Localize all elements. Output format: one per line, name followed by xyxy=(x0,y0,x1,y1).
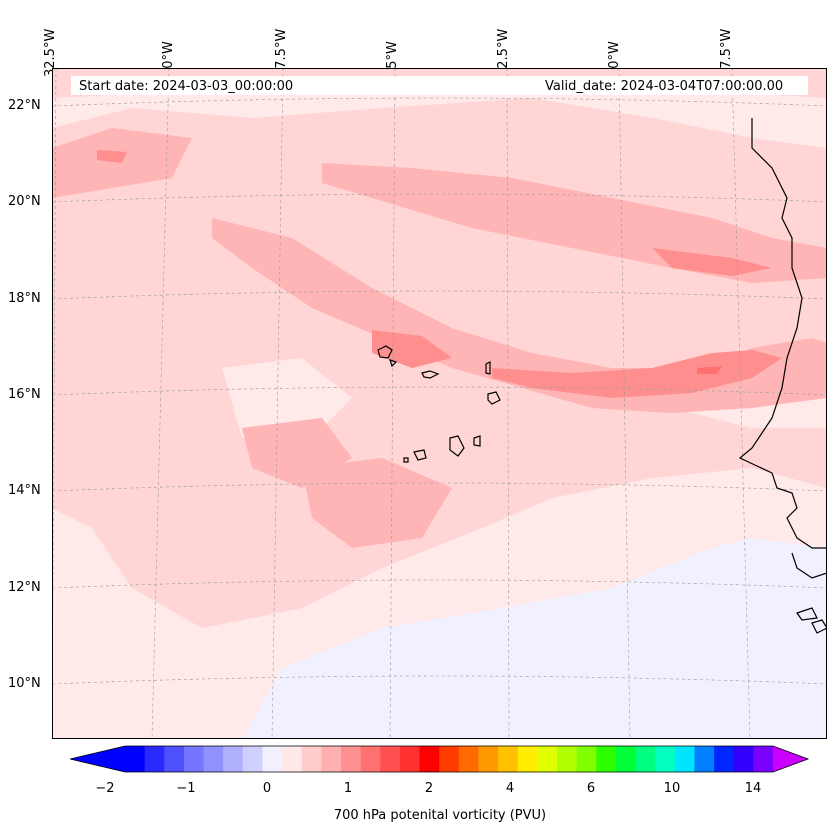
cape-verde-islands xyxy=(377,345,501,463)
colorbar-label: 700 hPa potenital vorticity (PVU) xyxy=(333,808,547,823)
pv-level3-north xyxy=(652,248,772,276)
colorbar-segment xyxy=(635,746,656,772)
colorbar-segment xyxy=(301,746,322,772)
colorbar-segment xyxy=(125,746,146,772)
valid-date-label: Valid_date: 2024-03-04T07:00:00.00 xyxy=(545,79,784,94)
colorbar-segment xyxy=(596,746,617,772)
colorbar-segment xyxy=(576,746,597,772)
africa-coastline xyxy=(738,118,827,634)
colorbar-segment xyxy=(380,746,401,772)
lat-label-16n: 16°N xyxy=(8,387,41,402)
cbar-tick-14: 14 xyxy=(744,781,762,796)
pv-level3-northwest xyxy=(97,150,127,163)
colorbar-segment xyxy=(517,746,538,772)
colorbar-extend-low xyxy=(70,746,125,772)
colorbar-segment xyxy=(164,746,185,772)
cbar-tick-10: 10 xyxy=(663,781,681,796)
colorbar-segment xyxy=(262,746,283,772)
cbar-tick-4: 4 xyxy=(505,781,515,796)
colorbar-extend-high xyxy=(773,746,808,772)
colorbar-segment xyxy=(655,746,676,772)
colorbar-segment xyxy=(537,746,558,772)
pv-map xyxy=(52,68,827,739)
colorbar-segment xyxy=(360,746,381,772)
colorbar-segment xyxy=(733,746,754,772)
lat-label-22n: 22°N xyxy=(8,98,41,113)
colorbar-segment xyxy=(694,746,715,772)
cbar-tick-6: 6 xyxy=(586,781,596,796)
pv-level2-patch-south xyxy=(302,458,452,548)
colorbar-segment xyxy=(439,746,460,772)
pv-level3-east xyxy=(492,350,782,398)
colorbar-segment xyxy=(203,746,224,772)
pv-level3-west xyxy=(372,330,452,368)
cbar-tick-1: 1 xyxy=(343,781,353,796)
colorbar-segment xyxy=(498,746,519,772)
colorbar-segment xyxy=(282,746,303,772)
colorbar-segment xyxy=(399,746,421,772)
colorbar-segment xyxy=(341,746,362,772)
colorbar-segment xyxy=(183,746,205,772)
colorbar-outline xyxy=(70,745,810,773)
cbar-tick-neg2: −2 xyxy=(95,781,115,796)
lat-label-14n: 14°N xyxy=(8,483,41,498)
info-box xyxy=(71,76,808,95)
colorbar-segment xyxy=(144,746,165,772)
colorbar-segment xyxy=(714,746,735,772)
pv-level2-band-north xyxy=(322,163,827,283)
lat-label-12n: 12°N xyxy=(8,580,41,595)
start-date-label: Start date: 2024-03-03_00:00:00 xyxy=(79,79,294,94)
negative-pv-region xyxy=(242,538,827,739)
cbar-tick-2: 2 xyxy=(424,781,434,796)
map-panel xyxy=(52,68,827,739)
colorbar-segment xyxy=(478,746,499,772)
colorbar-segment xyxy=(615,746,637,772)
colorbar xyxy=(70,745,810,773)
colorbar-segment xyxy=(321,746,342,772)
colorbar-segment xyxy=(674,746,695,772)
lat-label-20n: 20°N xyxy=(8,194,41,209)
colorbar-segment xyxy=(242,746,263,772)
colorbar-segment xyxy=(458,746,479,772)
colorbar-segment xyxy=(753,746,774,772)
colorbar-segment xyxy=(419,746,440,772)
colorbar-segment xyxy=(557,746,578,772)
cbar-tick-0: 0 xyxy=(262,781,272,796)
colorbar-segment xyxy=(223,746,244,772)
pv-level4-core xyxy=(697,366,722,374)
lat-label-10n: 10°N xyxy=(8,676,41,691)
lat-label-18n: 18°N xyxy=(8,291,41,306)
cbar-tick-neg1: −1 xyxy=(176,781,196,796)
